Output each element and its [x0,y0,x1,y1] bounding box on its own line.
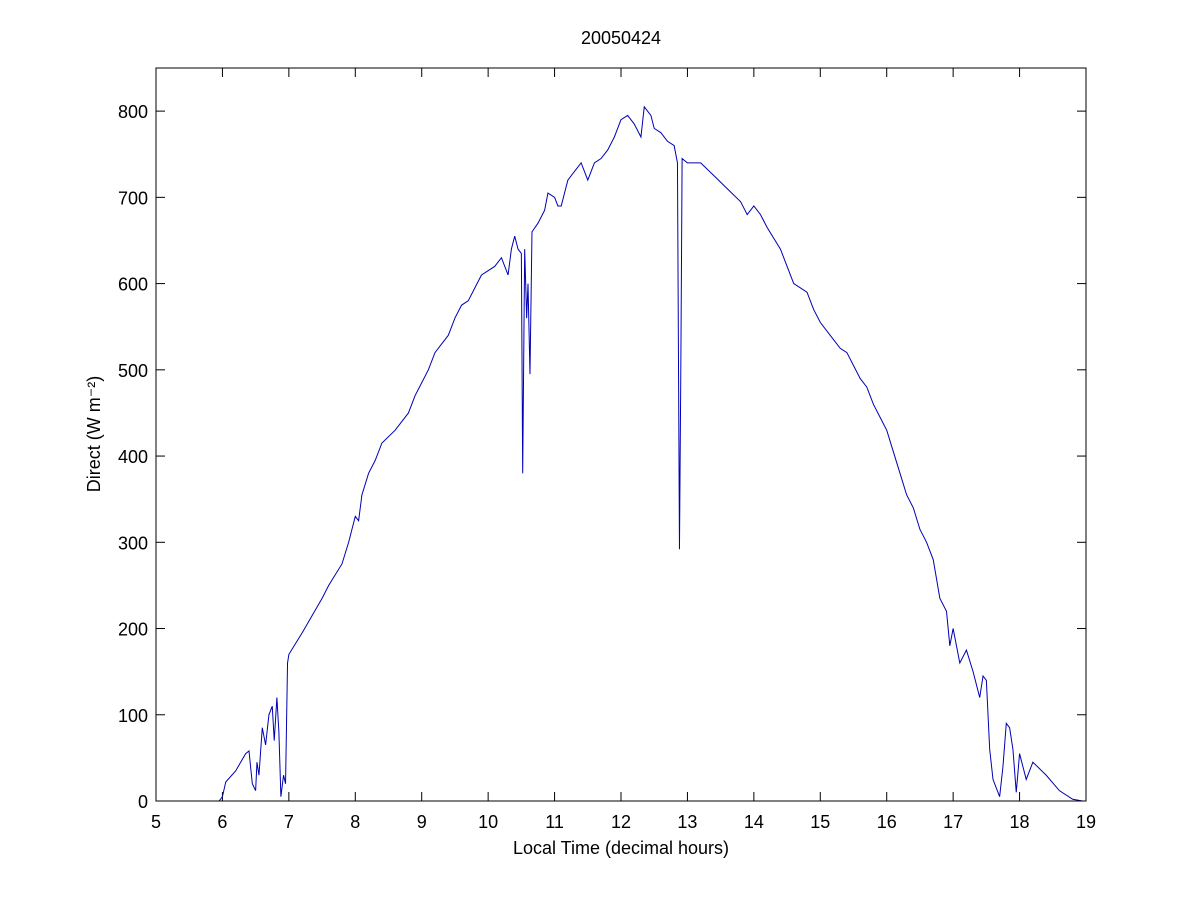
plot-frame [155,67,1087,802]
x-tick-label: 16 [877,812,897,832]
x-tick-label: 15 [810,812,830,832]
y-tick-label: 700 [118,188,148,208]
y-tick-label: 500 [118,361,148,381]
x-tick-label: 13 [677,812,697,832]
x-tick-label: 10 [478,812,498,832]
x-tick-label: 5 [151,812,161,832]
x-tick-label: 6 [217,812,227,832]
chart-title: 20050424 [581,28,661,48]
x-axis-label: Local Time (decimal hours) [513,838,729,858]
y-tick-label: 100 [118,706,148,726]
y-tick-label: 200 [118,620,148,640]
data-line [209,105,1083,802]
x-tick-label: 8 [350,812,360,832]
x-tick-label: 14 [744,812,764,832]
y-tick-label: 0 [138,792,148,812]
x-tick-label: 18 [1010,812,1030,832]
x-tick-label: 9 [417,812,427,832]
y-axis-label: Direct (W m⁻²) [84,376,104,492]
x-tick-label: 17 [943,812,963,832]
x-tick-label: 7 [284,812,294,832]
x-tick-label: 11 [545,812,564,832]
y-tick-label: 600 [118,275,148,295]
y-tick-label: 300 [118,533,148,553]
x-tick-label: 19 [1076,812,1096,832]
y-tick-label: 800 [118,102,148,122]
y-tick-label: 400 [118,447,148,467]
x-tick-label: 12 [611,812,631,832]
